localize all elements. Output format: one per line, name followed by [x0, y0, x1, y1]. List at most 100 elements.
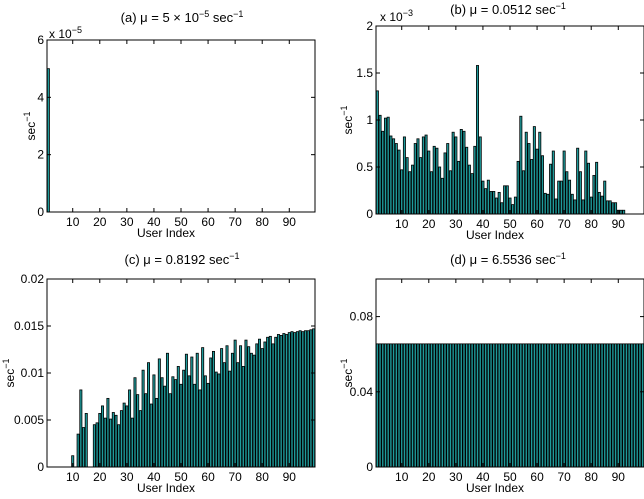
bar [535, 343, 539, 468]
bar [138, 410, 142, 468]
bar [435, 343, 439, 468]
panel-b-title: (b) μ = 0.0512 sec−1 [450, 1, 566, 17]
y-multiplier: x 10−3 [380, 8, 413, 24]
bar [190, 356, 194, 468]
x-tick-label: 60 [201, 470, 215, 484]
panel-a: (a) μ = 5 × 10−5 sec−1 0 2 4 6 10 20 30 40 50 60 7… [22, 9, 316, 240]
bar [592, 175, 596, 215]
bar [276, 334, 280, 468]
bar [524, 343, 528, 468]
bar [535, 148, 539, 215]
bar [233, 339, 237, 468]
bar [454, 136, 458, 215]
x-tick-label: 20 [93, 215, 107, 229]
x-tick-label: 30 [449, 217, 463, 231]
panel-b-plot: 0 0.5 1 1.5 2 10 20 30 40 50 60 70 80 90 User Index sec… [339, 8, 644, 242]
bar [497, 191, 501, 215]
bar [465, 343, 469, 468]
bar [527, 143, 531, 215]
bar [378, 114, 382, 215]
x-tick-label: 40 [147, 470, 161, 484]
bar [122, 402, 126, 468]
y-tick-label: 0.005 [14, 413, 44, 427]
bar [541, 155, 544, 215]
bar [236, 362, 240, 468]
x-tick-label: 70 [228, 215, 242, 229]
y-axis-label-text: sec [341, 116, 355, 135]
bar [419, 157, 423, 215]
x-tick-label: 50 [503, 217, 517, 231]
bar [503, 343, 507, 468]
bar [476, 343, 479, 468]
bar [527, 343, 531, 468]
bar [147, 362, 150, 468]
x-tick-label: 20 [93, 470, 107, 484]
x-tick-label: 40 [476, 217, 490, 231]
bar [432, 343, 436, 468]
x-tick-label: 20 [422, 217, 436, 231]
x-tick-label: 80 [256, 470, 270, 484]
y-multiplier: x 10−5 [49, 25, 82, 41]
bar [182, 369, 186, 468]
bar [622, 343, 626, 468]
bar [530, 343, 534, 468]
bar [568, 179, 572, 215]
bar [614, 202, 618, 215]
bar [171, 376, 175, 468]
bar [440, 177, 444, 215]
bar [152, 374, 156, 468]
bar [470, 343, 474, 468]
bar [443, 343, 447, 468]
bar [125, 405, 129, 468]
bar [163, 385, 167, 468]
bar [605, 343, 609, 468]
bar [470, 173, 474, 215]
bar [187, 375, 191, 468]
bar [473, 145, 477, 215]
bar [252, 354, 256, 468]
y-axis-label-text: sec [341, 369, 355, 388]
bar [478, 136, 482, 215]
bar [375, 90, 379, 215]
bar [402, 343, 406, 468]
bar [619, 343, 623, 468]
bar [551, 343, 555, 468]
bar [405, 343, 409, 468]
bar [584, 150, 588, 215]
bar [274, 336, 278, 468]
bar [584, 343, 588, 468]
bar [392, 343, 396, 468]
y-multiplier-exp: −3 [403, 8, 413, 18]
x-tick-label: 30 [120, 215, 134, 229]
bar [570, 343, 574, 468]
bar [467, 343, 471, 468]
bar [421, 343, 425, 468]
y-tick-label: 0 [37, 205, 44, 219]
x-tick-label: 60 [530, 217, 544, 231]
bar [492, 191, 496, 215]
panel-d-plot: 0 0.04 0.08 10 20 30 40 50 60 70 80 90 User Index sec… [339, 278, 644, 495]
x-tick-label: 40 [147, 215, 161, 229]
bar [165, 352, 169, 468]
bar [508, 343, 512, 468]
x-axis-label: User Index [466, 481, 524, 495]
bar [411, 164, 415, 215]
bar [522, 170, 526, 215]
bar [258, 338, 261, 468]
bar [195, 352, 199, 468]
y-multiplier-base: x 10 [49, 27, 72, 41]
y-tick-label: 2 [366, 19, 373, 33]
bar [397, 343, 401, 468]
bar [285, 334, 289, 468]
bar [430, 343, 433, 468]
bar [375, 343, 379, 468]
bar [603, 180, 607, 215]
bar [600, 195, 604, 215]
bar [193, 383, 197, 468]
y-tick-label: 0 [366, 207, 373, 221]
bar [383, 343, 387, 468]
bar [424, 343, 428, 468]
bar [581, 343, 585, 468]
x-axis-label: User Index [137, 481, 195, 495]
bar [201, 347, 205, 468]
